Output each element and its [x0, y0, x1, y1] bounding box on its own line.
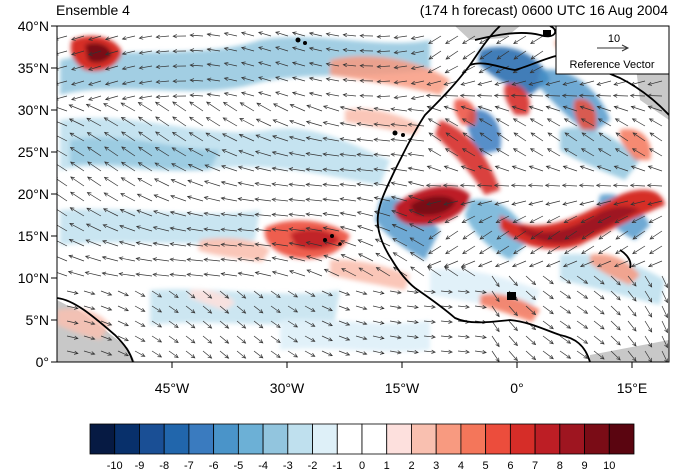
island-canary-1: [392, 130, 398, 136]
colorbar-swatch: [435, 423, 462, 455]
colorbar-swatch: [312, 423, 338, 455]
colorbar-label: -4: [258, 460, 268, 471]
balearic: [543, 30, 551, 36]
colorbar-label: 8: [557, 460, 563, 471]
colorbar-swatch: [584, 423, 610, 455]
lat-tick-label: 10°N: [18, 270, 49, 286]
colorbar-label: -7: [184, 460, 194, 471]
lat-tick-label: 5°N: [26, 312, 50, 328]
lat-tick-label: 0°: [36, 354, 49, 370]
colorbar-swatch: [336, 423, 363, 455]
latitude-axis: 40°N 35°N 30°N 25°N 20°N 15°N 10°N 5°N 0°: [18, 18, 57, 370]
colorbar-swatch: [485, 423, 511, 455]
reference-vector-value: 10: [608, 33, 620, 45]
anomaly-field: [57, 26, 669, 362]
colorbar-swatch: [509, 423, 536, 455]
lat-tick-label: 15°N: [18, 228, 49, 244]
reference-vector-box: 10 Reference Vector: [555, 25, 670, 75]
colorbar-label: -8: [159, 460, 169, 471]
colorbar-swatch: [287, 423, 313, 455]
colorbar-label: -3: [283, 460, 293, 471]
colorbar-label: 7: [532, 460, 538, 471]
lat-tick-label: 20°N: [18, 186, 49, 202]
lon-tick-label: 45°W: [155, 380, 190, 396]
colorbar: -10 -9 -8 -7 -6 -5 -4 -3 -2 -1 0 1 2 3 4 5 6 7 8 9 10: [89, 423, 635, 471]
colorbar-swatch: [213, 423, 239, 455]
colorbar-label: 9: [581, 460, 587, 471]
reference-vector-label: Reference Vector: [570, 59, 655, 71]
colorbar-swatch: [237, 423, 264, 455]
colorbar-label: 6: [507, 460, 513, 471]
coast-westafrica: [376, 26, 591, 362]
island-capeverde-3: [338, 242, 342, 246]
lake-chad: [619, 249, 632, 269]
colorbar-swatch: [608, 423, 635, 455]
colorbar-label: 10: [603, 460, 615, 471]
colorbar-label: -1: [332, 460, 342, 471]
colorbar-swatch: [460, 423, 487, 455]
island-capeverde-1: [323, 238, 327, 242]
island-canary-2: [401, 133, 405, 137]
ensemble-title: Ensemble 4: [56, 2, 130, 18]
colorbar-swatch: [114, 423, 140, 455]
lat-tick-label: 30°N: [18, 102, 49, 118]
islands: [295, 30, 551, 300]
longitude-axis: 45°W 30°W 15°W 0° 15°E: [155, 362, 647, 396]
colorbar-swatch: [361, 423, 388, 455]
colorbar-swatch: [411, 423, 437, 455]
colorbar-swatch: [188, 423, 215, 455]
no-data-region-europe: [455, 26, 520, 40]
wind-vectors: [57, 31, 668, 362]
island-azores-2: [303, 41, 307, 45]
colorbar-swatch: [559, 423, 585, 455]
colorbar-label: -6: [209, 460, 219, 471]
colorbar-label: 3: [433, 460, 439, 471]
colorbar-swatch: [534, 423, 561, 455]
forecast-title: (174 h forecast) 0600 UTC 16 Aug 2004: [420, 2, 668, 18]
shaded-anomalies: [57, 36, 665, 352]
colorbar-label: 5: [483, 460, 489, 471]
lat-tick-label: 40°N: [18, 18, 49, 34]
map-panel: 10 Reference Vector: [56, 25, 670, 363]
colorbar-swatch: [386, 423, 412, 455]
lon-tick-label: 0°: [510, 380, 523, 396]
reference-vector-arrowhead: [621, 44, 630, 52]
colorbar-label: -5: [234, 460, 244, 471]
lon-tick-label: 15°E: [617, 380, 648, 396]
island-capeverde-2: [330, 234, 334, 238]
colorbar-label: -10: [107, 460, 123, 471]
colorbar-label: 1: [384, 460, 390, 471]
colorbar-swatch: [262, 423, 289, 455]
coast-southamerica: [57, 297, 134, 362]
colorbar-swatch: [89, 423, 116, 455]
island-azores-1: [295, 37, 301, 43]
lon-tick-label: 15°W: [385, 380, 420, 396]
colorbar-label: 0: [359, 460, 365, 471]
lake-volta: [507, 292, 516, 300]
colorbar-label: 4: [458, 460, 464, 471]
colorbar-swatch: [139, 423, 165, 455]
lat-tick-label: 25°N: [18, 144, 49, 160]
reference-vector-frame: [555, 25, 670, 75]
coast-iberia: [474, 26, 557, 41]
colorbar-label: -9: [135, 460, 145, 471]
lat-tick-label: 35°N: [18, 60, 49, 76]
lon-tick-label: 30°W: [270, 380, 305, 396]
colorbar-label: -2: [308, 460, 318, 471]
colorbar-swatch: [163, 423, 190, 455]
colorbar-label: 2: [408, 460, 414, 471]
